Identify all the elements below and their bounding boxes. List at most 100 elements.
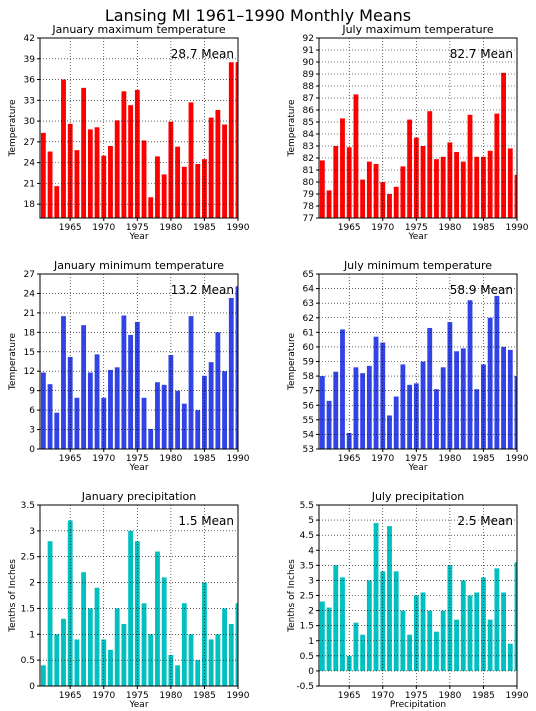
grid bbox=[40, 274, 238, 449]
bar bbox=[54, 634, 60, 686]
y-tick-label: 90 bbox=[303, 58, 315, 68]
y-tick-label: 54 bbox=[303, 430, 315, 440]
y-tick-label: 57 bbox=[303, 387, 314, 397]
y-tick-label: 85 bbox=[303, 118, 314, 128]
bar bbox=[501, 592, 506, 671]
y-tick-label: 84 bbox=[303, 130, 315, 140]
y-tick-label: 30 bbox=[24, 117, 36, 127]
bar bbox=[114, 608, 120, 686]
bar bbox=[195, 410, 201, 449]
bar bbox=[121, 91, 127, 218]
y-tick-label: 58 bbox=[303, 372, 315, 382]
bar bbox=[208, 362, 214, 449]
y-tick-label: 92 bbox=[303, 34, 314, 44]
bar bbox=[460, 161, 466, 218]
bar bbox=[81, 325, 87, 449]
bar bbox=[494, 295, 500, 449]
y-tick-label: 1 bbox=[29, 630, 35, 640]
bar bbox=[148, 197, 154, 218]
y-axis-label: Temperature bbox=[8, 333, 18, 391]
y-tick-label: 0 bbox=[29, 445, 35, 455]
x-tick-label: 1990 bbox=[227, 454, 250, 464]
bar bbox=[353, 367, 359, 449]
y-axis-label: Tenths of Inches bbox=[287, 559, 297, 633]
bar bbox=[175, 146, 181, 218]
grid bbox=[319, 274, 517, 449]
mean-annotation: 58.9 Mean bbox=[450, 283, 513, 297]
x-axis-label: Year bbox=[128, 463, 148, 473]
bar bbox=[340, 329, 345, 449]
bar bbox=[81, 572, 87, 686]
y-tick-label: 18 bbox=[24, 200, 36, 210]
y-tick-label: 79 bbox=[303, 190, 315, 200]
bar bbox=[353, 94, 359, 218]
bar bbox=[215, 110, 221, 218]
bar bbox=[481, 577, 486, 671]
bar bbox=[228, 297, 234, 449]
x-tick-label: 1980 bbox=[159, 691, 182, 701]
y-tick-label: 24 bbox=[24, 159, 36, 169]
bar bbox=[434, 159, 439, 218]
x-tick-label: 1985 bbox=[472, 454, 495, 464]
x-axis-label: Year bbox=[128, 700, 148, 710]
bar bbox=[380, 342, 386, 449]
x-tick-label: 1965 bbox=[338, 454, 361, 464]
y-tick-label: 1.5 bbox=[21, 604, 35, 614]
x-tick-label: 1965 bbox=[59, 691, 82, 701]
bar bbox=[81, 87, 87, 218]
bar bbox=[222, 608, 227, 686]
bar bbox=[400, 166, 406, 218]
grid bbox=[40, 38, 238, 218]
bar bbox=[175, 390, 181, 449]
bar bbox=[74, 639, 80, 686]
bar bbox=[333, 146, 339, 218]
bar bbox=[161, 384, 167, 449]
bar bbox=[333, 565, 339, 671]
x-tick-label: 1965 bbox=[338, 691, 361, 701]
bar bbox=[47, 541, 53, 686]
bar bbox=[108, 146, 113, 218]
plot-frame bbox=[39, 504, 239, 687]
bar bbox=[467, 300, 473, 449]
chart-title: January minimum temperature bbox=[53, 259, 224, 272]
bar bbox=[141, 140, 147, 218]
bar bbox=[87, 129, 93, 218]
x-tick-label: 1970 bbox=[92, 223, 115, 233]
bar bbox=[87, 372, 93, 449]
bar bbox=[108, 649, 113, 686]
bar-series bbox=[40, 62, 238, 218]
bar bbox=[195, 660, 201, 686]
y-tick-label: 24 bbox=[24, 289, 36, 299]
bar bbox=[434, 631, 439, 671]
mean-annotation: 28.7 Mean bbox=[171, 47, 234, 61]
y-tick-label: 82 bbox=[303, 154, 314, 164]
bar bbox=[487, 150, 493, 218]
bar bbox=[346, 655, 352, 671]
x-axis-label: Precipitation bbox=[390, 700, 446, 710]
y-tick-label: 5 bbox=[308, 516, 314, 526]
y-tick-label: 1 bbox=[308, 637, 314, 647]
grid bbox=[319, 38, 517, 218]
chart-title: July minimum temperature bbox=[343, 259, 492, 272]
bar bbox=[507, 148, 513, 218]
bar bbox=[61, 316, 66, 449]
y-tick-label: 0.5 bbox=[21, 656, 35, 666]
bar bbox=[101, 155, 107, 218]
bar bbox=[487, 619, 493, 671]
bar bbox=[181, 403, 187, 449]
mean-annotation: 2.5 Mean bbox=[457, 514, 513, 528]
y-tick-label: 0.5 bbox=[300, 652, 314, 662]
y-tick-label: 27 bbox=[24, 270, 35, 280]
y-tick-label: 65 bbox=[303, 270, 314, 280]
bar bbox=[67, 520, 73, 686]
bar bbox=[326, 400, 332, 449]
y-tick-label: 3 bbox=[29, 426, 35, 436]
y-axis-label: Temperature bbox=[287, 333, 297, 391]
x-tick-label: 1975 bbox=[405, 691, 428, 701]
y-tick-label: 4 bbox=[308, 546, 314, 556]
bar bbox=[108, 369, 113, 449]
bar bbox=[387, 415, 392, 449]
bar bbox=[319, 160, 325, 218]
bar bbox=[326, 190, 332, 218]
y-tick-label: 3 bbox=[29, 527, 35, 537]
